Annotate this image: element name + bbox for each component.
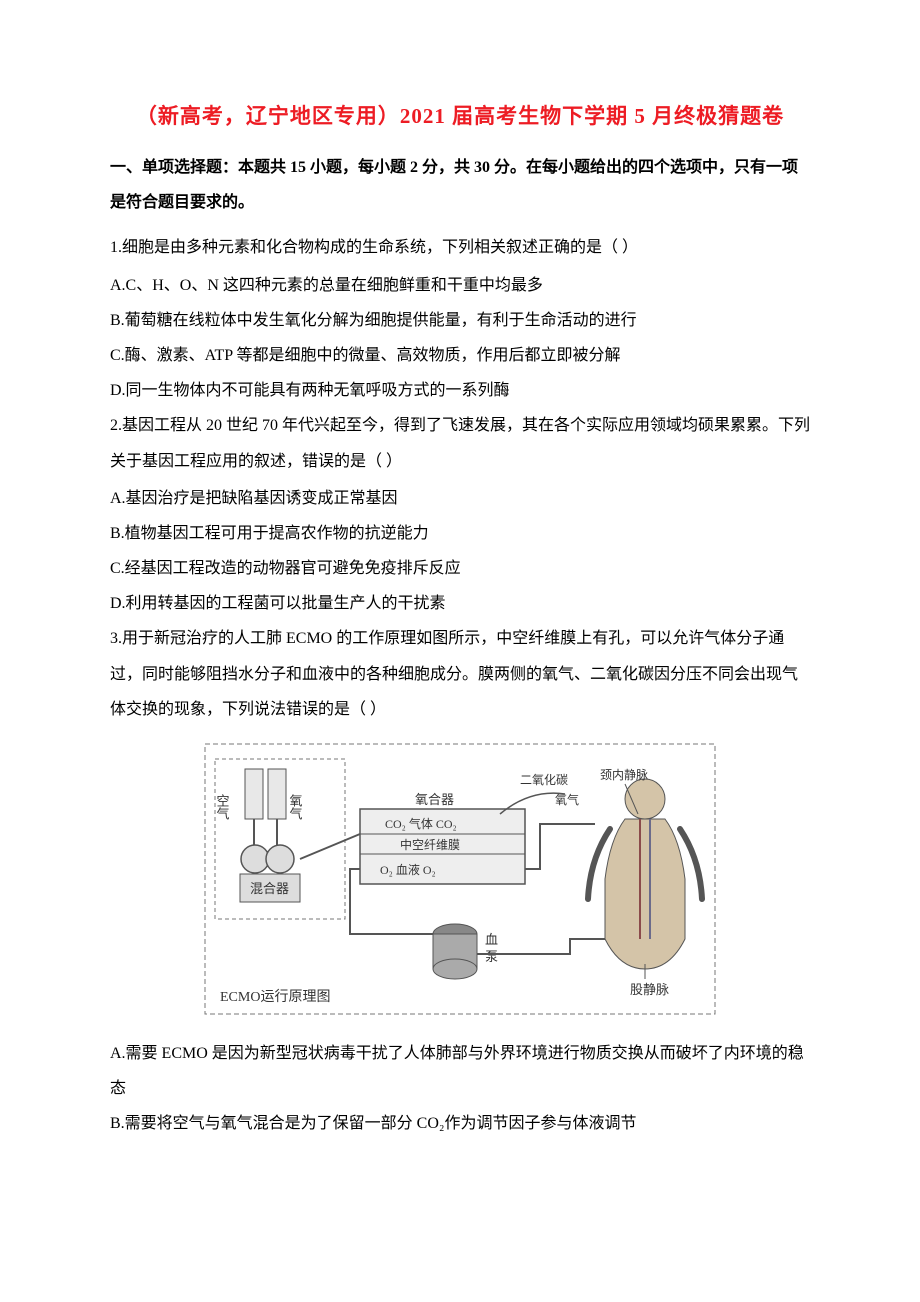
- oxygen-tube: [268, 769, 286, 819]
- oxygenator-label: 氧合器: [415, 792, 454, 807]
- option-b: B.植物基因工程可用于提高农作物的抗逆能力: [110, 516, 810, 551]
- oxygen-out-label: 氧气: [555, 792, 579, 807]
- option-a: A.C、H、O、N 这四种元素的总量在细胞鲜重和干重中均最多: [110, 268, 810, 303]
- ecmo-diagram-svg: 空气 氧气 混合器 氧合器 CO₂ 气体 CO₂ 中空纤维膜 O₂ 血液 O₂ …: [200, 739, 720, 1019]
- pump-label-1: 血: [485, 932, 498, 947]
- mixer-label: 混合器: [250, 881, 289, 896]
- option-b: B.需要将空气与氧气混合是为了保留一部分 CO₂作为调节因子参与体液调节: [110, 1106, 810, 1141]
- option-d: D.利用转基因的工程菌可以批量生产人的干扰素: [110, 586, 810, 621]
- body-figure: [588, 779, 702, 969]
- question-1: 1.细胞是由多种元素和化合物构成的生命系统，下列相关叙述正确的是（ ） A.C、…: [110, 230, 810, 408]
- mixer-circle-left: [241, 845, 269, 873]
- co2-label: 二氧化碳: [520, 773, 568, 787]
- option-b: B.葡萄糖在线粒体中发生氧化分解为细胞提供能量，有利于生命活动的进行: [110, 303, 810, 338]
- question-stem: 3.用于新冠治疗的人工肺 ECMO 的工作原理如图所示，中空纤维膜上有孔，可以允…: [110, 621, 810, 727]
- diagram-caption: ECMO运行原理图: [220, 989, 330, 1005]
- air-label: 空气: [215, 794, 230, 820]
- question-stem: 2.基因工程从 20 世纪 70 年代兴起至今，得到了飞速发展，其在各个实际应用…: [110, 408, 810, 478]
- mixer-to-oxygenator-line: [300, 834, 360, 859]
- mixer-circle-right: [266, 845, 294, 873]
- femoral-label: 股静脉: [630, 982, 669, 997]
- option-d: D.同一生物体内不可能具有两种无氧呼吸方式的一系列酶: [110, 373, 810, 408]
- co2-gas-label: CO₂ 气体 CO₂: [385, 816, 457, 831]
- question-stem: 1.细胞是由多种元素和化合物构成的生命系统，下列相关叙述正确的是（ ）: [110, 230, 810, 265]
- section-instructions: 一、单项选择题：本题共 15 小题，每小题 2 分，共 30 分。在每小题给出的…: [110, 150, 810, 220]
- pump-bottom: [433, 959, 477, 979]
- pump-label-2: 泵: [485, 949, 498, 964]
- option-a: A.基因治疗是把缺陷基因诱变成正常基因: [110, 481, 810, 516]
- air-tube: [245, 769, 263, 819]
- question-2: 2.基因工程从 20 世纪 70 年代兴起至今，得到了飞速发展，其在各个实际应用…: [110, 408, 810, 621]
- question-3-options: A.需要 ECMO 是因为新型冠状病毒干扰了人体肺部与外界环境进行物质交换从而破…: [110, 1036, 810, 1142]
- option-c: C.经基因工程改造的动物器官可避免免疫排斥反应: [110, 551, 810, 586]
- oxygenator-to-jugular: [525, 824, 595, 869]
- ecmo-diagram: 空气 氧气 混合器 氧合器 CO₂ 气体 CO₂ 中空纤维膜 O₂ 血液 O₂ …: [110, 739, 810, 1024]
- option-c: C.酶、激素、ATP 等都是细胞中的微量、高效物质，作用后都立即被分解: [110, 338, 810, 373]
- membrane-label: 中空纤维膜: [400, 837, 460, 852]
- document-title: （新高考，辽宁地区专用）2021 届高考生物下学期 5 月终极猜题卷: [110, 100, 810, 130]
- oxygen-in-label: 氧气: [288, 794, 303, 820]
- question-3: 3.用于新冠治疗的人工肺 ECMO 的工作原理如图所示，中空纤维膜上有孔，可以允…: [110, 621, 810, 727]
- jugular-label: 颈内静脉: [600, 767, 648, 782]
- option-a: A.需要 ECMO 是因为新型冠状病毒干扰了人体肺部与外界环境进行物质交换从而破…: [110, 1036, 810, 1106]
- o2-blood-label: O₂ 血液 O₂: [380, 862, 436, 877]
- body-torso: [605, 819, 685, 969]
